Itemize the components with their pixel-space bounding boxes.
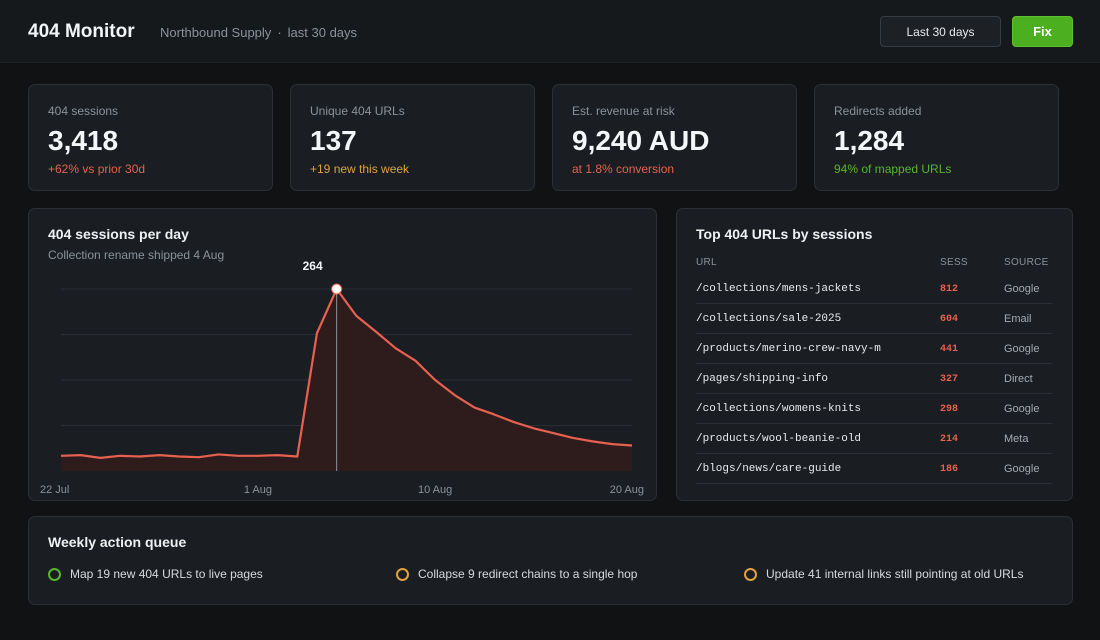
- queue-item[interactable]: Map 19 new 404 URLs to live pages: [48, 567, 263, 581]
- kpi-card-unique-urls: Unique 404 URLs 137 +19 new this week: [290, 84, 535, 191]
- x-tick-label: 20 Aug: [610, 484, 644, 496]
- url-cell: /products/merino-crew-navy-m: [696, 343, 881, 355]
- period-label: last 30 days: [287, 25, 358, 40]
- table-row[interactable]: /blogs/news/care-guide 186 Google: [696, 454, 1052, 484]
- kpi-delta: 94% of mapped URLs: [834, 162, 952, 176]
- source-cell: Email: [1004, 313, 1032, 325]
- sessions-cell: 327: [940, 374, 959, 385]
- kpi-delta: at 1.8% conversion: [572, 162, 675, 176]
- queue-item-text: Map 19 new 404 URLs to live pages: [70, 567, 263, 581]
- separator: ·: [277, 25, 282, 40]
- kpi-label: 404 sessions: [48, 104, 119, 118]
- sessions-cell: 298: [940, 404, 959, 415]
- kpi-label: Redirects added: [834, 104, 922, 118]
- peak-label: 264: [303, 259, 323, 273]
- status-ring-icon: [48, 567, 61, 581]
- source-cell: Google: [1004, 283, 1040, 295]
- table-row[interactable]: /collections/womens-knits 298 Google: [696, 394, 1052, 424]
- kpi-card-revenue-at-risk: Est. revenue at risk 9,240 AUD at 1.8% c…: [552, 84, 797, 191]
- table-row[interactable]: /pages/shipping-info 327 Direct: [696, 364, 1052, 394]
- kpi-value: 1,284: [834, 125, 905, 156]
- sessions-cell: 812: [940, 284, 959, 295]
- x-tick-label: 22 Jul: [40, 484, 69, 496]
- date-range-button[interactable]: Last 30 days: [880, 16, 1001, 47]
- source-cell: Google: [1004, 463, 1040, 475]
- peak-marker: [331, 283, 343, 295]
- queue-item[interactable]: Collapse 9 redirect chains to a single h…: [396, 567, 637, 581]
- source-cell: Meta: [1004, 433, 1029, 445]
- url-cell: /collections/mens-jackets: [696, 283, 862, 295]
- app-title: 404 Monitor: [28, 21, 135, 42]
- url-cell: /products/wool-beanie-old: [696, 433, 862, 445]
- x-tick-label: 10 Aug: [418, 484, 452, 496]
- fix-button[interactable]: Fix: [1012, 16, 1073, 47]
- table-row[interactable]: /collections/sale-2025 604 Email: [696, 304, 1052, 334]
- queue-title: Weekly action queue: [48, 534, 187, 550]
- queue-item-text: Update 41 internal links still pointing …: [766, 567, 1024, 581]
- table-row[interactable]: /collections/mens-jackets 812 Google: [696, 274, 1052, 304]
- table-row[interactable]: /products/merino-crew-navy-m 441 Google: [696, 334, 1052, 364]
- sessions-cell: 441: [940, 344, 959, 355]
- kpi-value: 3,418: [48, 125, 119, 156]
- top-urls-panel: Top 404 URLs by sessions URL SESS SOURCE…: [676, 208, 1073, 501]
- column-header-sess: SESS: [940, 257, 968, 268]
- table-row[interactable]: /products/wool-beanie-old 214 Meta: [696, 424, 1052, 454]
- kpi-delta: +62% vs prior 30d: [48, 162, 146, 176]
- url-cell: /collections/womens-knits: [696, 403, 862, 415]
- chart-title: 404 sessions per day: [48, 226, 189, 242]
- top-urls-title: Top 404 URLs by sessions: [696, 226, 873, 242]
- kpi-value: 9,240 AUD: [572, 125, 710, 156]
- source-cell: Google: [1004, 343, 1040, 355]
- store-name: Northbound Supply: [160, 25, 272, 40]
- kpi-card-redirects-added: Redirects added 1,284 94% of mapped URLs: [814, 84, 1059, 191]
- column-header-url: URL: [696, 257, 717, 268]
- sessions-chart-panel: 404 sessions per day Collection rename s…: [28, 208, 657, 501]
- status-ring-icon: [396, 567, 409, 581]
- series-area: [61, 289, 632, 471]
- sessions-area-chart: 264 22 Jul 1 Aug 10 Aug 20 Aug: [40, 259, 644, 496]
- status-ring-icon: [744, 567, 757, 581]
- sessions-cell: 214: [940, 434, 959, 445]
- x-tick-label: 1 Aug: [244, 484, 272, 496]
- kpi-value: 137: [310, 125, 357, 156]
- chart-subtitle: Collection rename shipped 4 Aug: [48, 248, 225, 262]
- queue-item-text: Collapse 9 redirect chains to a single h…: [418, 567, 638, 581]
- queue-item[interactable]: Update 41 internal links still pointing …: [744, 567, 1023, 581]
- kpi-card-404-sessions: 404 sessions 3,418 +62% vs prior 30d: [28, 84, 273, 191]
- series-line: [60, 287, 633, 460]
- action-queue-panel: Weekly action queue Map 19 new 404 URLs …: [28, 516, 1073, 605]
- header-subtitle: Northbound Supply · last 30 days: [160, 25, 357, 40]
- url-cell: /pages/shipping-info: [696, 373, 829, 385]
- url-cell: /blogs/news/care-guide: [696, 463, 842, 475]
- source-cell: Google: [1004, 403, 1040, 415]
- source-cell: Direct: [1004, 373, 1033, 385]
- sessions-cell: 186: [940, 464, 959, 475]
- sessions-cell: 604: [940, 314, 959, 325]
- kpi-delta: +19 new this week: [310, 162, 410, 176]
- column-header-source: SOURCE: [1004, 257, 1049, 268]
- kpi-label: Unique 404 URLs: [310, 104, 405, 118]
- top-bar: 404 Monitor Northbound Supply · last 30 da…: [0, 0, 1100, 63]
- url-cell: /collections/sale-2025: [696, 313, 842, 325]
- kpi-label: Est. revenue at risk: [572, 104, 675, 118]
